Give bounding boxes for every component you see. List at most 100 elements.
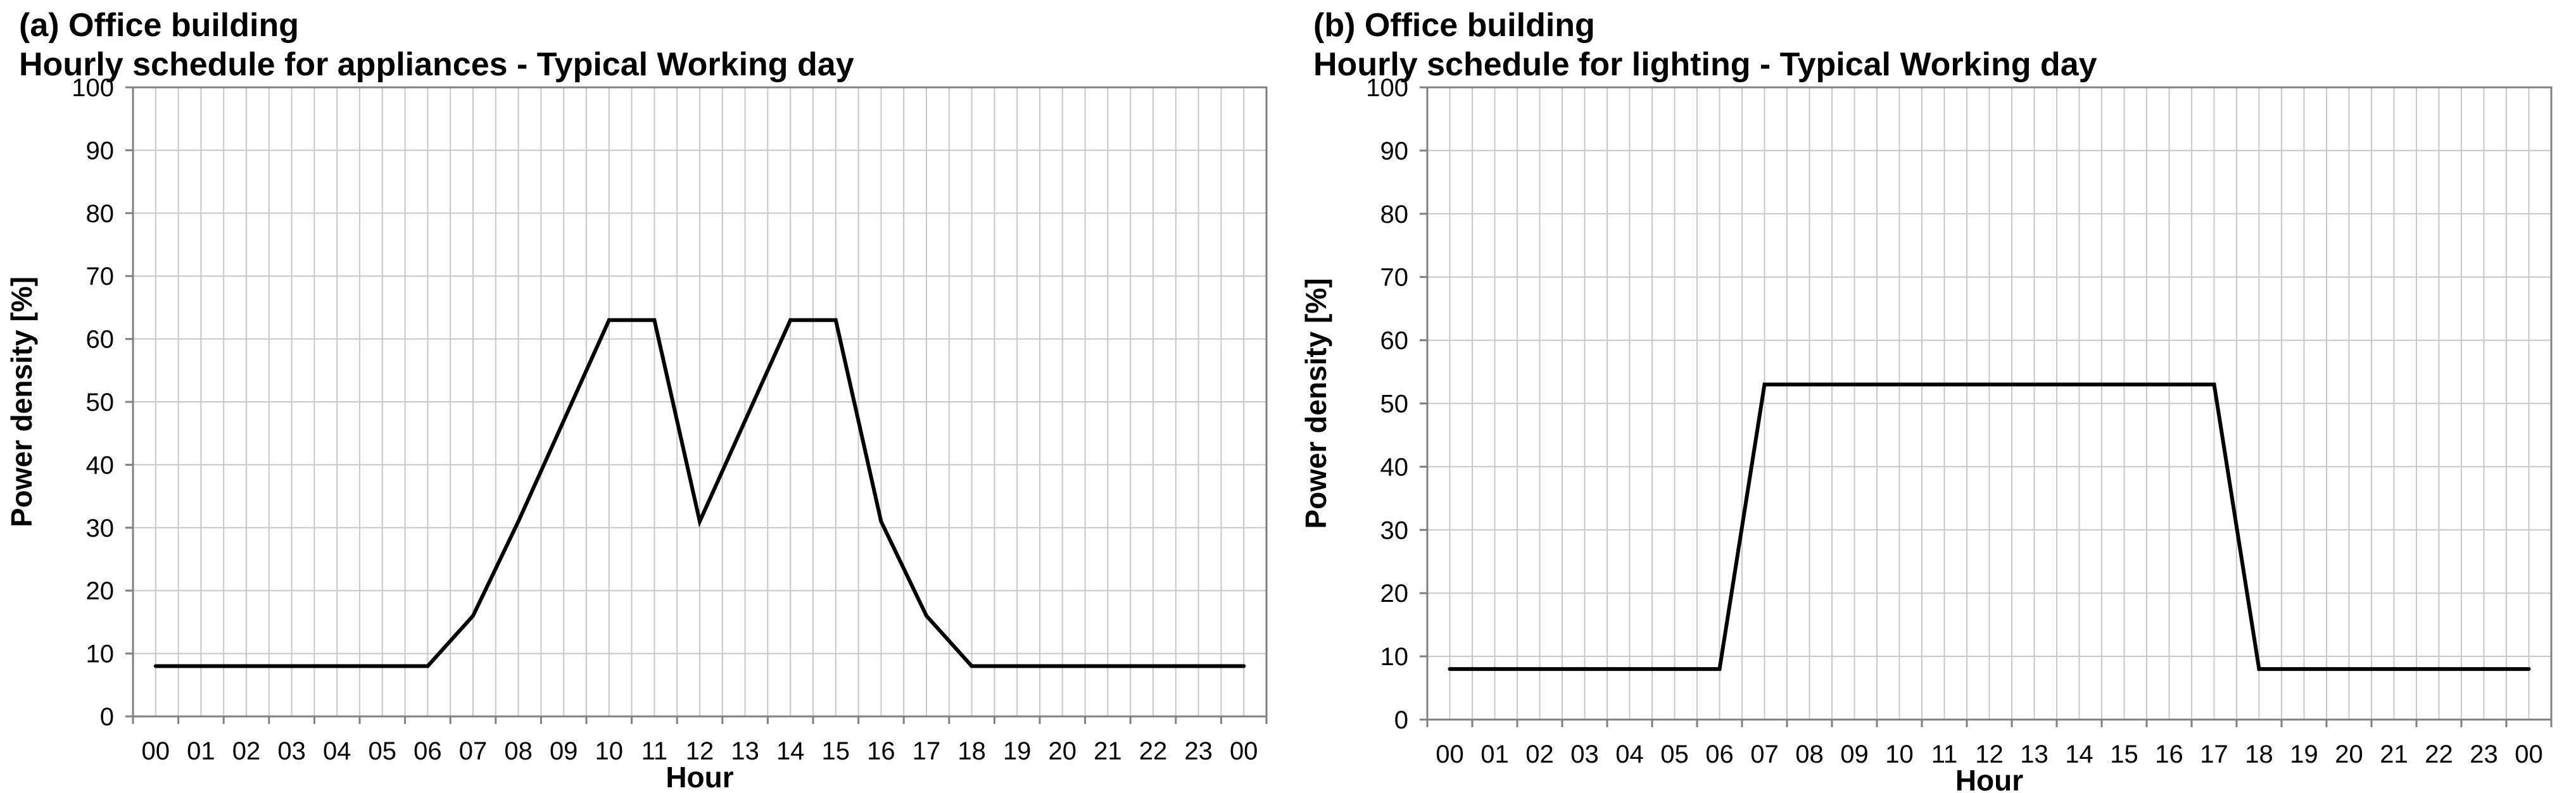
x-tick-label: 16 [2155,740,2183,768]
x-tick-label: 04 [1615,740,1644,768]
x-tick-label: 13 [2020,740,2049,768]
x-tick-label: 09 [550,737,578,765]
data-point [2302,667,2306,671]
data-point [1897,382,1902,387]
data-point [1627,667,1632,671]
y-tick-label: 30 [86,515,115,542]
data-point [1807,382,1812,387]
x-tick-label: 06 [414,737,442,765]
data-point [743,418,747,423]
x-tick-label: 12 [1975,740,2004,768]
x-tick-label: 20 [2335,740,2363,768]
x-tick-label: 13 [731,737,759,765]
y-tick-label: 100 [72,74,114,102]
x-tick-label: 05 [369,737,397,765]
x-tick-label: 15 [2110,740,2138,768]
data-point [380,664,384,668]
x-tick-label: 23 [2470,740,2498,768]
data-point [833,318,838,322]
data-point [2122,382,2126,387]
x-tick-label: 15 [822,737,850,765]
y-axis-label: Power density [%] [5,277,38,527]
data-point [516,519,521,523]
x-tick-label: 21 [1094,737,1122,765]
x-tick-label: 03 [1570,740,1599,768]
data-point [426,664,430,668]
x-tick-label: 00 [1230,737,1258,765]
data-point [1060,664,1064,668]
data-point [1672,667,1677,671]
chart-panel-lighting: (b) Office building Hourly schedule for … [1294,0,2576,793]
x-tick-label: 02 [1525,740,1554,768]
x-tick-label: 22 [1139,737,1168,765]
x-tick-label: 20 [1049,737,1077,765]
x-tick-label: 08 [504,737,533,765]
y-tick-label: 50 [86,389,115,416]
chart-title: Hourly schedule for appliances - Typical… [19,46,854,83]
x-tick-label: 04 [323,737,351,765]
x-tick-label: 08 [1795,740,1824,768]
y-tick-label: 10 [86,640,115,668]
x-axis-label: Hour [666,761,733,793]
x-tick-label: 00 [1436,740,1464,768]
data-point [2437,667,2441,671]
y-tick-label: 40 [1380,453,1409,481]
x-tick-label: 05 [1660,740,1689,768]
data-point [879,519,883,523]
data-point [1448,667,1452,671]
data-point [153,664,158,668]
x-tick-label: 01 [1481,740,1509,768]
data-point [652,318,657,322]
data-point [1537,667,1542,671]
data-point [788,318,793,322]
y-tick-label: 0 [100,703,114,731]
y-axis-label: Power density [%] [1299,278,1332,528]
x-tick-label: 18 [2245,740,2273,768]
y-tick-label: 90 [86,137,115,165]
x-tick-label: 14 [2065,740,2093,768]
y-tick-label: 60 [86,326,115,354]
data-point [607,318,611,322]
data-point [1151,664,1155,668]
data-point [335,664,339,668]
x-tick-label: 09 [1840,740,1869,768]
x-tick-label: 22 [2425,740,2453,768]
data-point [1582,667,1587,671]
data-point [1942,382,1947,387]
data-point [925,613,928,618]
data-point [1987,382,1992,387]
data-point [2392,667,2396,671]
y-tick-label: 80 [1380,201,1409,228]
panel-label: (b) Office building [1313,7,1595,44]
y-tick-label: 90 [1380,137,1409,165]
y-tick-label: 100 [1366,74,1408,102]
x-tick-label: 11 [1931,740,1958,768]
chart-panel-appliances: (a) Office building Hourly schedule for … [5,7,1268,793]
x-tick-label: 11 [641,737,668,765]
data-point [1242,664,1246,668]
data-point [289,664,294,668]
data-point [1015,664,1020,668]
x-tick-label: 14 [776,737,805,765]
x-tick-label: 23 [1184,737,1213,765]
data-point [2032,382,2036,387]
x-axis-label: Hour [1955,764,2023,793]
x-tick-label: 02 [232,737,261,765]
y-tick-label: 20 [86,577,115,605]
data-point [1493,667,1497,671]
data-point [2167,382,2171,387]
y-tick-label: 40 [86,451,115,479]
y-tick-label: 70 [86,263,115,290]
data-point [2257,667,2261,671]
x-tick-label: 06 [1705,740,1734,768]
data-point [1762,382,1767,387]
data-point [199,664,203,668]
y-tick-label: 70 [1380,264,1409,292]
x-tick-label: 16 [867,737,895,765]
x-tick-label: 00 [142,737,170,765]
x-tick-label: 10 [1885,740,1914,768]
y-tick-label: 80 [86,200,115,228]
data-point [2347,667,2351,671]
x-tick-label: 18 [957,737,986,765]
